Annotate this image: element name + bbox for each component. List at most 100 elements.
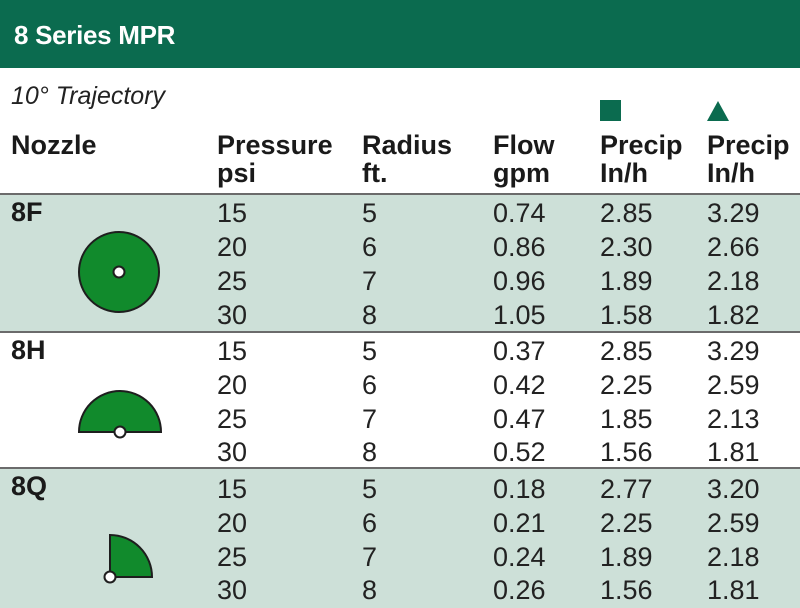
radius-cell: 6 xyxy=(362,370,378,400)
precip-triangle-cell: 1.82 xyxy=(707,300,760,330)
radius-cell: 7 xyxy=(362,542,378,572)
nozzle-group-8q: 8Q 15 5 0.18 2.77 3.20 20 6 0.21 2.25 2.… xyxy=(0,467,800,608)
table-row: 30 8 1.05 1.58 1.82 xyxy=(0,298,800,332)
page-title: 8 Series MPR xyxy=(14,20,176,50)
header-radius-unit: ft. xyxy=(362,158,388,188)
flow-cell: 1.05 xyxy=(493,300,546,330)
nozzle-label: 8F xyxy=(11,197,43,227)
pressure-cell: 20 xyxy=(217,508,248,538)
pressure-cell: 15 xyxy=(217,336,248,366)
precip-square-cell: 1.89 xyxy=(600,266,653,296)
table-row: 20 6 0.86 2.30 2.66 xyxy=(0,230,800,264)
precip-triangle-cell: 3.29 xyxy=(707,336,760,366)
precip-triangle-cell: 2.18 xyxy=(707,542,760,572)
header-pressure-label: Pressure xyxy=(217,130,333,160)
table-row: 25 7 0.24 1.89 2.18 xyxy=(0,540,800,574)
header-pressure-unit: psi xyxy=(217,158,257,188)
precip-square-cell: 1.58 xyxy=(600,300,653,330)
nozzle-group-8h: 8H 15 5 0.37 2.85 3.29 20 6 0.42 2.25 2.… xyxy=(0,331,800,467)
header-pressure: Pressure psi xyxy=(217,131,333,187)
precip-triangle-cell: 1.81 xyxy=(707,575,760,605)
flow-cell: 0.96 xyxy=(493,266,546,296)
radius-cell: 5 xyxy=(362,198,378,228)
header-nozzle: Nozzle xyxy=(11,131,97,159)
header-precip-triangle-label: Precip xyxy=(707,130,790,160)
precip-triangle-cell: 3.29 xyxy=(707,198,760,228)
precip-triangle-cell: 2.59 xyxy=(707,508,760,538)
triangle-spacing-icon xyxy=(707,101,729,121)
precip-triangle-cell: 2.59 xyxy=(707,370,760,400)
header-flow-unit: gpm xyxy=(493,158,550,188)
header-radius-label: Radius xyxy=(362,130,453,160)
pressure-cell: 30 xyxy=(217,575,248,605)
table-row: 20 6 0.21 2.25 2.59 xyxy=(0,506,800,540)
nozzle-label: 8Q xyxy=(11,471,48,501)
precip-triangle-cell: 2.13 xyxy=(707,404,760,434)
radius-cell: 5 xyxy=(362,336,378,366)
radius-cell: 8 xyxy=(362,300,378,330)
flow-cell: 0.24 xyxy=(493,542,546,572)
header-flow-label: Flow xyxy=(493,130,555,160)
flow-cell: 0.74 xyxy=(493,198,546,228)
pressure-cell: 15 xyxy=(217,474,248,504)
header-precip-triangle-unit: In/h xyxy=(707,158,755,188)
table-row: 25 7 0.47 1.85 2.13 xyxy=(0,402,800,436)
radius-cell: 7 xyxy=(362,266,378,296)
radius-cell: 6 xyxy=(362,508,378,538)
pressure-cell: 30 xyxy=(217,437,248,467)
pressure-cell: 25 xyxy=(217,266,248,296)
pressure-cell: 20 xyxy=(217,370,248,400)
precip-square-cell: 2.85 xyxy=(600,336,653,366)
precip-square-cell: 1.56 xyxy=(600,575,653,605)
table-row: 30 8 0.52 1.56 1.81 xyxy=(0,435,800,469)
table-row: 25 7 0.96 1.89 2.18 xyxy=(0,264,800,298)
pressure-cell: 20 xyxy=(217,232,248,262)
header-precip-square-unit: In/h xyxy=(600,158,648,188)
pressure-cell: 25 xyxy=(217,404,248,434)
precip-square-cell: 1.89 xyxy=(600,542,653,572)
table-row: 15 5 0.18 2.77 3.20 xyxy=(0,472,800,506)
table-row: 30 8 0.26 1.56 1.81 xyxy=(0,573,800,607)
flow-cell: 0.86 xyxy=(493,232,546,262)
table-row: 15 5 0.37 2.85 3.29 xyxy=(0,334,800,368)
flow-cell: 0.52 xyxy=(493,437,546,467)
flow-cell: 0.18 xyxy=(493,474,546,504)
trajectory-subtitle: 10° Trajectory xyxy=(11,82,166,110)
precip-square-cell: 2.25 xyxy=(600,370,653,400)
quarter-circle-icon xyxy=(103,533,154,584)
radius-cell: 8 xyxy=(362,575,378,605)
nozzle-label: 8H xyxy=(11,335,46,365)
table-row: 15 5 0.74 2.85 3.29 xyxy=(0,196,800,230)
header-precip-square: Precip In/h xyxy=(600,131,683,187)
pressure-cell: 15 xyxy=(217,198,248,228)
title-bar: 8 Series MPR xyxy=(0,0,800,68)
precip-square-cell: 2.85 xyxy=(600,198,653,228)
radius-cell: 6 xyxy=(362,232,378,262)
radius-cell: 7 xyxy=(362,404,378,434)
header-precip-triangle: Precip In/h xyxy=(707,131,790,187)
precip-triangle-cell: 3.20 xyxy=(707,474,760,504)
precip-square-cell: 2.30 xyxy=(600,232,653,262)
header-radius: Radius ft. xyxy=(362,131,452,187)
table-row: 20 6 0.42 2.25 2.59 xyxy=(0,368,800,402)
nozzle-group-8f: 8F 15 5 0.74 2.85 3.29 20 6 0.86 2.30 2.… xyxy=(0,193,800,331)
pressure-cell: 25 xyxy=(217,542,248,572)
flow-cell: 0.42 xyxy=(493,370,546,400)
precip-triangle-cell: 1.81 xyxy=(707,437,760,467)
header-flow: Flow gpm xyxy=(493,131,555,187)
radius-cell: 8 xyxy=(362,437,378,467)
radius-cell: 5 xyxy=(362,474,378,504)
header-precip-square-label: Precip xyxy=(600,130,683,160)
square-spacing-icon xyxy=(600,100,621,121)
header-nozzle-label: Nozzle xyxy=(11,130,97,160)
flow-cell: 0.21 xyxy=(493,508,546,538)
flow-cell: 0.37 xyxy=(493,336,546,366)
flow-cell: 0.26 xyxy=(493,575,546,605)
precip-square-cell: 2.77 xyxy=(600,474,653,504)
pressure-cell: 30 xyxy=(217,300,248,330)
full-circle-icon xyxy=(78,231,160,313)
precip-triangle-cell: 2.66 xyxy=(707,232,760,262)
precip-square-cell: 1.85 xyxy=(600,404,653,434)
flow-cell: 0.47 xyxy=(493,404,546,434)
precip-triangle-cell: 2.18 xyxy=(707,266,760,296)
